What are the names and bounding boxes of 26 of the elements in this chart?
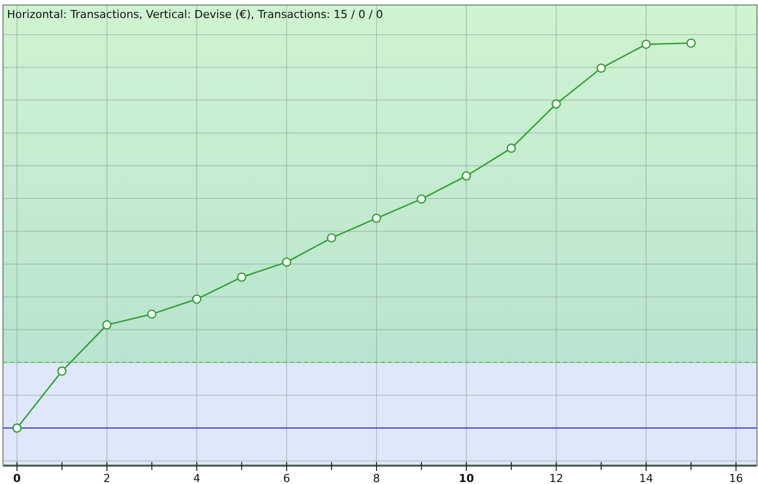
point xyxy=(506,144,516,153)
point xyxy=(102,320,112,330)
x-tick-label: 0 xyxy=(13,472,22,484)
point xyxy=(192,294,202,304)
point xyxy=(282,257,292,267)
point xyxy=(237,272,246,282)
x-tick-label: 2 xyxy=(103,472,110,484)
point xyxy=(57,366,67,376)
x-tick-label: 4 xyxy=(193,472,200,484)
x-tick-label: 16 xyxy=(729,472,743,484)
point xyxy=(462,171,472,181)
x-tick-label: 6 xyxy=(283,472,290,484)
point xyxy=(686,38,696,48)
x-tick-label: 12 xyxy=(549,472,564,484)
x-tick-label: 8 xyxy=(373,472,380,484)
point xyxy=(641,40,651,49)
point xyxy=(326,233,336,243)
x-tick-label: 10 xyxy=(458,472,474,484)
chart-title: Horizontal: Transactions, Vertical: Devise (€), Transactions: 15 / 0 / 0 xyxy=(7,8,384,21)
x-tick-label: 14 xyxy=(639,472,654,484)
point xyxy=(596,63,606,73)
point xyxy=(416,194,426,204)
point xyxy=(372,214,382,223)
point xyxy=(552,99,561,109)
point xyxy=(12,423,22,433)
point xyxy=(147,309,156,319)
